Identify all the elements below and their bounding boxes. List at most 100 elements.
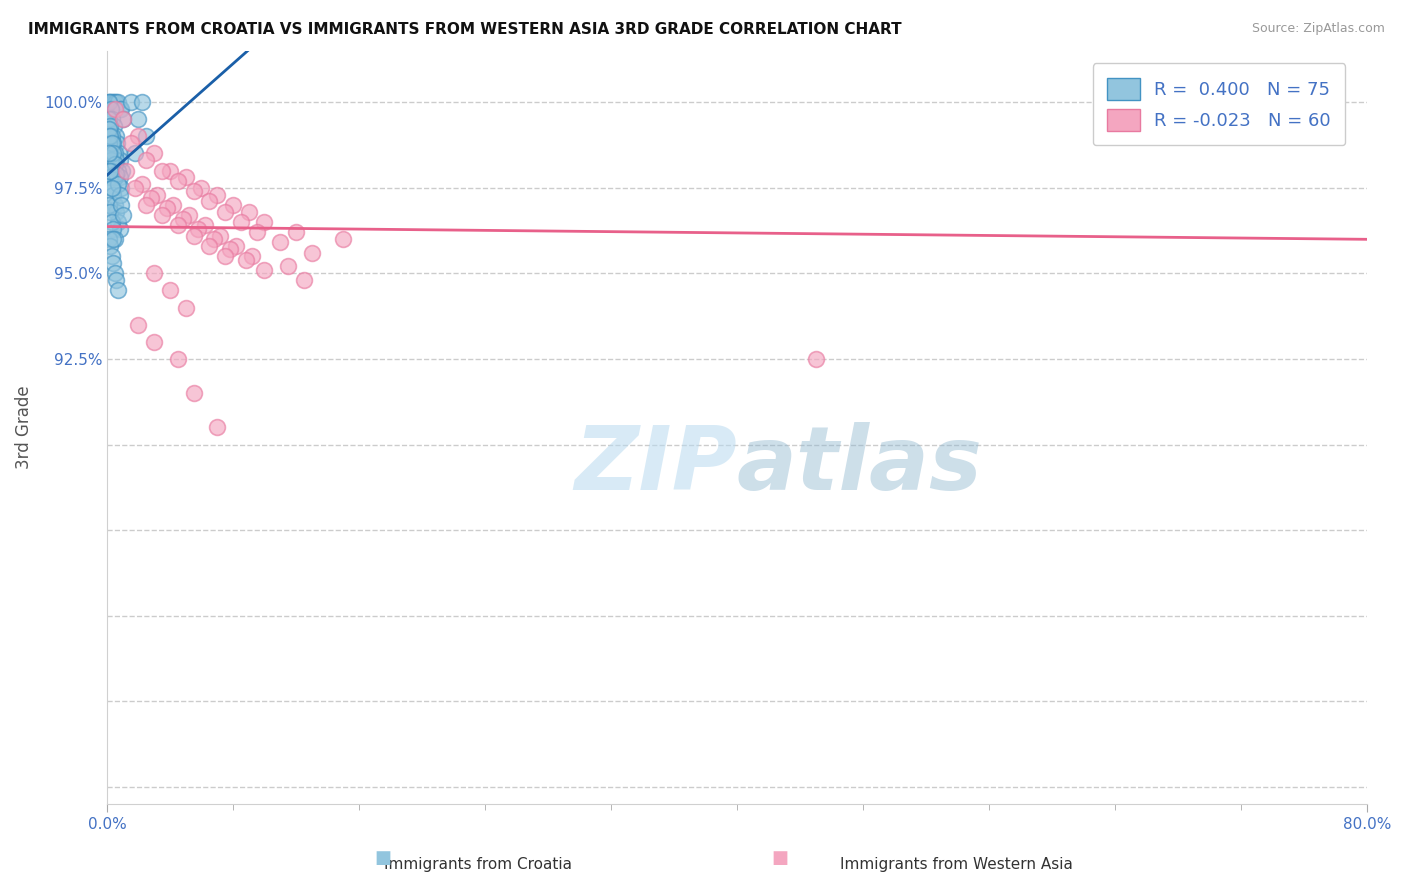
Text: Source: ZipAtlas.com: Source: ZipAtlas.com xyxy=(1251,22,1385,36)
Point xyxy=(103,221,125,235)
Point xyxy=(190,180,212,194)
Point xyxy=(229,215,252,229)
Point xyxy=(111,163,134,178)
Point xyxy=(238,204,260,219)
Point xyxy=(105,153,128,168)
Point xyxy=(177,208,200,222)
Point xyxy=(214,249,236,263)
Point xyxy=(100,180,122,194)
Point xyxy=(143,334,166,349)
Point xyxy=(174,170,197,185)
Point xyxy=(104,232,127,246)
Point xyxy=(104,266,127,280)
Point xyxy=(97,232,120,246)
Point xyxy=(100,102,122,116)
Point xyxy=(98,95,121,109)
Point xyxy=(146,187,169,202)
Point xyxy=(104,95,127,109)
Point xyxy=(143,146,166,161)
Point xyxy=(100,95,122,109)
Point xyxy=(131,95,153,109)
Point xyxy=(98,239,121,253)
Point xyxy=(198,194,221,209)
Text: Immigrants from Croatia: Immigrants from Croatia xyxy=(384,857,572,872)
Text: IMMIGRANTS FROM CROATIA VS IMMIGRANTS FROM WESTERN ASIA 3RD GRADE CORRELATION CH: IMMIGRANTS FROM CROATIA VS IMMIGRANTS FR… xyxy=(28,22,901,37)
Point xyxy=(105,95,128,109)
Point xyxy=(187,221,209,235)
Point xyxy=(97,163,120,178)
Point xyxy=(97,146,120,161)
Point xyxy=(103,256,125,270)
Point xyxy=(127,112,149,127)
Y-axis label: 3rd Grade: 3rd Grade xyxy=(15,385,32,469)
Point xyxy=(108,187,131,202)
Point xyxy=(174,301,197,315)
Point xyxy=(98,119,121,133)
Point xyxy=(105,273,128,287)
Point xyxy=(110,153,132,168)
Text: Immigrants from Western Asia: Immigrants from Western Asia xyxy=(839,857,1073,872)
Point xyxy=(135,153,157,168)
Point xyxy=(139,191,162,205)
Point xyxy=(98,136,121,150)
Point xyxy=(124,180,146,194)
Point xyxy=(107,163,129,178)
Point xyxy=(103,187,125,202)
Point xyxy=(159,163,181,178)
Point xyxy=(103,146,125,161)
Point xyxy=(98,146,121,161)
Point xyxy=(103,95,125,109)
Point xyxy=(98,204,121,219)
Point xyxy=(1198,95,1220,109)
Point xyxy=(100,180,122,194)
Point xyxy=(100,153,122,168)
Point xyxy=(253,263,276,277)
Point xyxy=(194,219,217,233)
Point xyxy=(202,232,225,246)
Point xyxy=(98,170,121,185)
Point xyxy=(103,232,125,246)
Point xyxy=(104,170,127,185)
Point xyxy=(205,187,228,202)
Point xyxy=(115,163,138,178)
Point xyxy=(150,208,173,222)
Point xyxy=(97,129,120,144)
Point xyxy=(209,228,232,243)
Point xyxy=(107,284,129,298)
Point xyxy=(107,146,129,161)
Point xyxy=(162,198,184,212)
Point xyxy=(111,112,134,127)
Point xyxy=(172,211,194,226)
Point xyxy=(110,102,132,116)
Point xyxy=(105,204,128,219)
Point xyxy=(183,184,205,198)
Point xyxy=(292,273,315,287)
Point xyxy=(104,129,127,144)
Point xyxy=(166,174,188,188)
Point xyxy=(100,129,122,144)
Point xyxy=(97,112,120,127)
Point xyxy=(103,119,125,133)
Point xyxy=(235,252,257,267)
Point xyxy=(108,170,131,185)
Point xyxy=(104,157,127,171)
Point xyxy=(100,163,122,178)
Point xyxy=(253,215,276,229)
Point xyxy=(269,235,291,250)
Point xyxy=(104,198,127,212)
Point xyxy=(107,95,129,109)
Point xyxy=(218,243,240,257)
Point xyxy=(150,163,173,178)
Point xyxy=(100,215,122,229)
Point xyxy=(124,146,146,161)
Point xyxy=(225,239,247,253)
Point xyxy=(108,102,131,116)
Point xyxy=(214,204,236,219)
Point xyxy=(110,198,132,212)
Point xyxy=(101,170,124,185)
Point xyxy=(111,208,134,222)
Point xyxy=(135,198,157,212)
Text: ■: ■ xyxy=(374,849,391,867)
Point xyxy=(166,351,188,366)
Point xyxy=(804,351,827,366)
